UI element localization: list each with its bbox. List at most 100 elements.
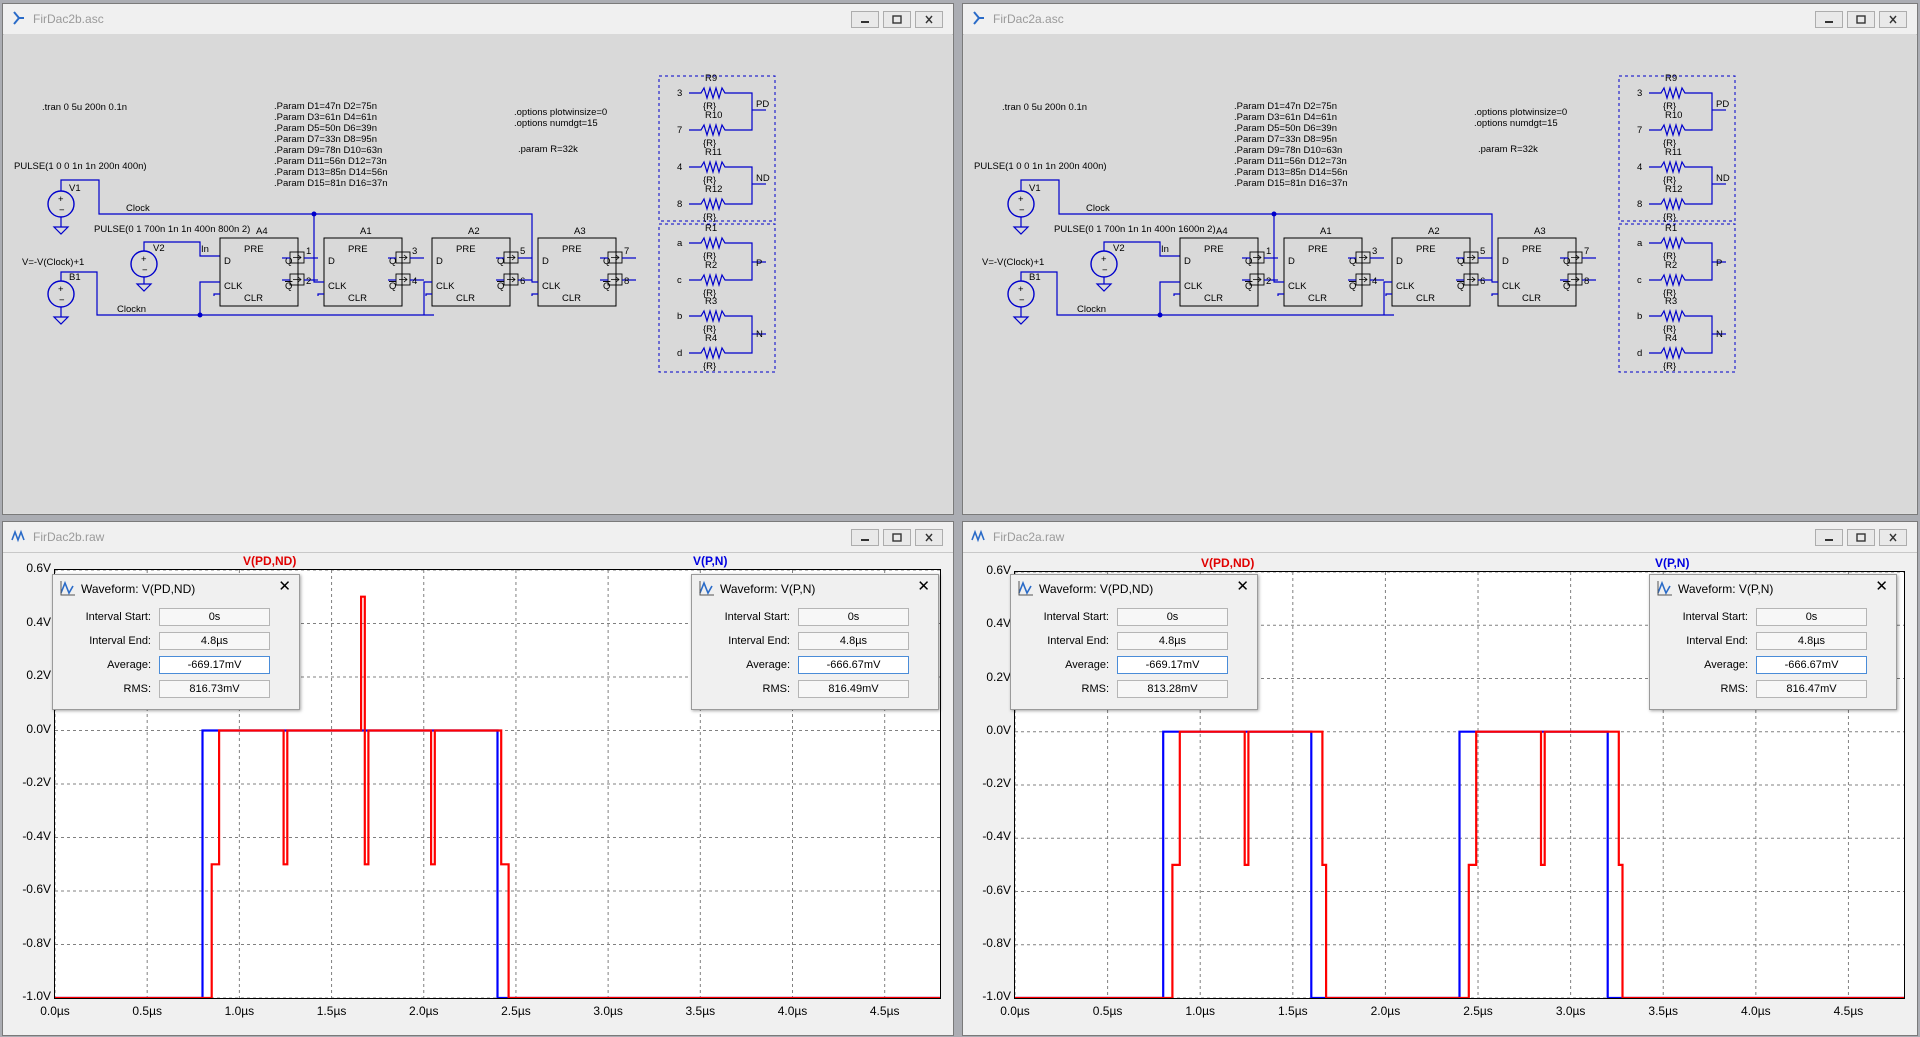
output-label: P (1716, 258, 1722, 269)
window-title: FirDac2a.raw (993, 530, 1065, 544)
y-tick-label: -0.4V (22, 828, 51, 843)
x-tick-label: 4.0µs (1741, 1004, 1771, 1018)
pin-q: Q (1563, 256, 1570, 267)
delay-node-label: 2 (306, 276, 311, 287)
delay-arrow (1571, 276, 1580, 283)
dialog-field-value[interactable]: 0s (1117, 608, 1228, 626)
pin-pre: PRE (456, 244, 476, 255)
wire (737, 242, 753, 281)
dialog-field-value[interactable]: 0s (1756, 608, 1867, 626)
trace-label-pd[interactable]: V(PD,ND) (243, 554, 297, 568)
node-label: 4 (677, 162, 682, 173)
maximize-button[interactable] (883, 529, 911, 546)
trace-label-pd[interactable]: V(PD,ND) (1201, 556, 1255, 570)
minimize-button[interactable] (851, 529, 879, 546)
schematic-drawing: .tran 0 5u 200n 0.1n .Param D1=47n D2=75n… (974, 73, 1736, 373)
flipflop-name: A2 (1428, 226, 1440, 237)
schematic-window-a[interactable]: FirDac2a.asc .tran 0 5u 200n 0.1n .Param … (962, 3, 1918, 515)
dialog-field-value[interactable]: 0s (159, 608, 270, 626)
close-button[interactable] (915, 529, 943, 546)
minimize-button[interactable] (1815, 11, 1843, 28)
y-tick-label: 0.2V (26, 668, 51, 682)
minimize-button[interactable] (1815, 529, 1843, 546)
dialog-field-label: Average: (1704, 659, 1748, 671)
minus-sign: − (1019, 295, 1025, 306)
resistor-value: {R} (1663, 138, 1676, 149)
resistor-value: {R} (703, 175, 716, 186)
dialog-close-button[interactable]: ✕ (917, 578, 930, 595)
title-bar[interactable]: FirDac2a.raw (963, 522, 1917, 553)
param-directive: .Param D9=78n D10=63n (274, 145, 382, 156)
flipflop-name: A1 (1320, 226, 1332, 237)
dialog-field-value[interactable]: -666.67mV (798, 656, 909, 674)
resistor-value: {R} (703, 212, 716, 223)
dialog-field-value[interactable]: -669.17mV (1117, 656, 1228, 674)
dflipflop (431, 237, 511, 307)
dialog-close-button[interactable]: ✕ (1236, 578, 1249, 595)
close-button[interactable] (1879, 11, 1907, 28)
flipflop-name: A3 (1534, 226, 1546, 237)
waveform-window-a[interactable]: FirDac2a.raw V(PD,ND) V(P,N) 0.6V 0.4V 0.2… (962, 521, 1918, 1036)
pin-clk: CLK (328, 281, 347, 292)
dflipflop (219, 237, 299, 307)
wire (1697, 166, 1713, 205)
plus-sign: + (58, 194, 64, 205)
dialog-field-value[interactable]: 816.73mV (159, 680, 270, 698)
waveform-dialog-p-n[interactable]: Waveform: V(P,N) ✕ Interval Start: 0s Inter… (691, 574, 939, 710)
resistor (1649, 85, 1697, 101)
dialog-field-value[interactable]: 4.8µs (1117, 632, 1228, 650)
dialog-field-value[interactable]: 816.49mV (798, 680, 909, 698)
dialog-field-value[interactable]: -666.67mV (1756, 656, 1867, 674)
close-button[interactable] (915, 11, 943, 28)
source-name: V2 (153, 243, 165, 254)
waveform-dialog-pd-nd[interactable]: Waveform: V(PD,ND) ✕ Interval Start: 0s Int… (52, 574, 300, 710)
waveform-dialog-pd-nd[interactable]: Waveform: V(PD,ND) ✕ Interval Start: 0s Int… (1010, 574, 1258, 710)
minimize-button[interactable] (851, 11, 879, 28)
resistor (1649, 272, 1697, 288)
param-directive: .Param D3=61n D4=61n (274, 112, 377, 123)
schematic-window-b[interactable]: FirDac2b.asc .tran 0 5u 200n 0.1n .Param … (2, 3, 954, 515)
dialog-field-value[interactable]: -669.17mV (159, 656, 270, 674)
delay-arrow (507, 276, 516, 283)
schematic-canvas[interactable]: .tran 0 5u 200n 0.1n .Param D1=47n D2=75n… (4, 34, 952, 513)
delay-arrow (1571, 254, 1580, 261)
schematic-canvas[interactable]: .tran 0 5u 200n 0.1n .Param D1=47n D2=75n… (964, 34, 1916, 513)
maximize-button[interactable] (1847, 11, 1875, 28)
pin-qbar: Q (389, 281, 396, 292)
param-directive: .Param D5=50n D6=39n (274, 123, 377, 134)
x-tick-label: 0.0µs (1000, 1004, 1030, 1018)
dialog-field-value[interactable]: 813.28mV (1117, 680, 1228, 698)
x-tick-label: 0.5µs (132, 1004, 162, 1018)
y-tick-label: 0.0V (26, 721, 51, 736)
dialog-field-value[interactable]: 4.8µs (798, 632, 909, 650)
pin-qbar: Q (1349, 281, 1356, 292)
dialog-field-value[interactable]: 4.8µs (1756, 632, 1867, 650)
source-name: B1 (69, 272, 81, 283)
dialog-field-value[interactable]: 4.8µs (159, 632, 270, 650)
waveform-dialog-p-n[interactable]: Waveform: V(P,N) ✕ Interval Start: 0s Inter… (1649, 574, 1897, 710)
delay-arrow (1467, 276, 1476, 283)
dialog-close-button[interactable]: ✕ (1875, 578, 1888, 595)
pin-qbar: Q (285, 281, 292, 292)
pin-pre: PRE (1522, 244, 1542, 255)
resistor (1649, 235, 1697, 251)
dialog-close-button[interactable]: ✕ (278, 578, 291, 595)
maximize-button[interactable] (883, 11, 911, 28)
maximize-button[interactable] (1847, 529, 1875, 546)
source-name: B1 (1029, 272, 1041, 283)
title-bar[interactable]: FirDac2b.asc (3, 4, 953, 35)
waveform-window-b[interactable]: FirDac2b.raw V(PD,ND) V(P,N) 0.6V 0.4V 0.2… (2, 521, 954, 1036)
title-bar[interactable]: FirDac2b.raw (3, 522, 953, 553)
trace-label-p[interactable]: V(P,N) (693, 554, 728, 568)
dialog-field-value[interactable]: 0s (798, 608, 909, 626)
title-bar[interactable]: FirDac2a.asc (963, 4, 1917, 35)
v1-pulse: PULSE(1 0 0 1n 1n 200n 400n) (974, 161, 1107, 172)
plus-sign: + (141, 254, 147, 265)
pin-d: D (436, 256, 443, 267)
trace-label-p[interactable]: V(P,N) (1655, 556, 1690, 570)
resistor-value: {R} (1663, 101, 1676, 112)
ltspice-schematic-icon (13, 11, 24, 25)
dialog-field-value[interactable]: 816.47mV (1756, 680, 1867, 698)
resistor-name: R4 (705, 333, 717, 344)
close-button[interactable] (1879, 529, 1907, 546)
